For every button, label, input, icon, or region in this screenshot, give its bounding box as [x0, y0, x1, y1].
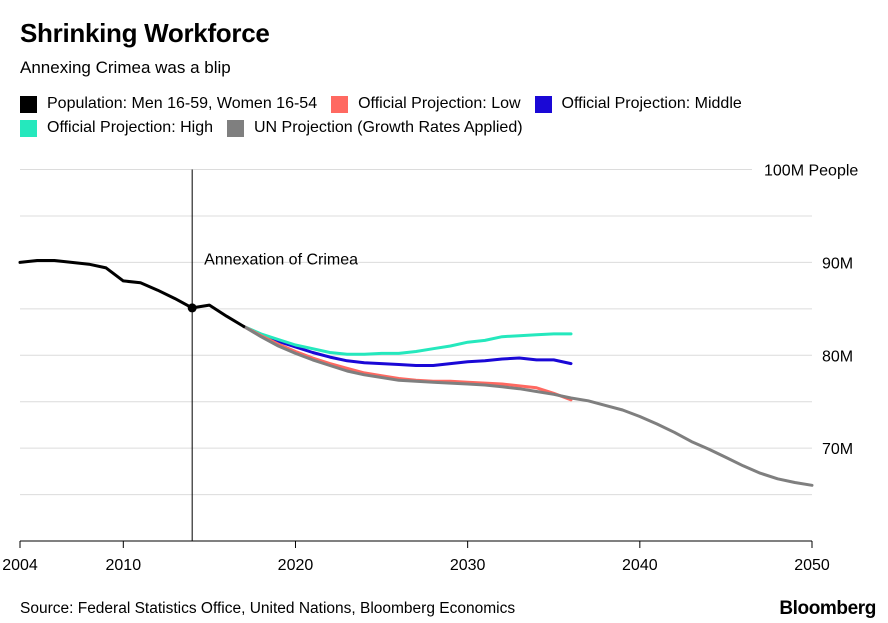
annotation-label: Annexation of Crimea	[204, 251, 358, 268]
legend-swatch-middle	[534, 95, 552, 113]
legend-label-high: Official Projection: High	[47, 119, 213, 136]
bloomberg-logo: Bloomberg	[779, 598, 876, 619]
legend-label-population: Population: Men 16-59, Women 16-54	[47, 95, 318, 112]
legend-item-un: UN Projection (Growth Rates Applied)	[227, 119, 523, 137]
y-axis-labels: 100M People 90M 80M 70M	[764, 163, 858, 459]
x-tick-label-2030: 2030	[450, 557, 486, 574]
legend-swatch-population	[20, 95, 37, 113]
legend-swatch-un	[227, 119, 244, 137]
series-line-4	[242, 325, 814, 487]
legend-row-1: Population: Men 16-59, Women 16-54 Offic…	[20, 92, 880, 116]
series-lines	[18, 259, 814, 487]
chart-title: Shrinking Workforce	[20, 18, 270, 48]
x-tick-label-2050: 2050	[794, 557, 830, 574]
x-axis: 2004 2010 2020 2030 2040 2050	[2, 540, 830, 574]
x-tick-label-2010: 2010	[106, 557, 142, 574]
legend-label-middle: Official Projection: Middle	[561, 95, 742, 112]
x-tick-label-2004: 2004	[2, 557, 38, 574]
y-tick-label-2: 80M	[822, 348, 853, 365]
gridlines	[20, 169, 812, 496]
y-tick-label-3: 70M	[822, 441, 853, 458]
y-tick-label-0: 100M People	[764, 163, 858, 180]
legend-swatch-low	[331, 95, 349, 113]
legend-item-low: Official Projection: Low	[331, 95, 521, 113]
x-tick-label-2020: 2020	[278, 557, 314, 574]
legend-label-un: UN Projection (Growth Rates Applied)	[254, 119, 523, 136]
source-note: Source: Federal Statistics Office, Unite…	[20, 600, 516, 617]
legend-item-population: Population: Men 16-59, Women 16-54	[20, 95, 317, 113]
series-line-0	[18, 259, 246, 328]
x-tick-label-2040: 2040	[622, 557, 658, 574]
y-tick-label-1: 90M	[822, 255, 853, 272]
series-line-3	[242, 325, 573, 356]
legend-row-2: Official Projection: High UN Projection …	[20, 116, 880, 140]
chart-subtitle: Annexing Crimea was a blip	[20, 58, 231, 77]
series-line-2	[242, 325, 573, 367]
legend-label-low: Official Projection: Low	[358, 95, 521, 112]
legend: Population: Men 16-59, Women 16-54 Offic…	[20, 92, 880, 140]
legend-item-middle: Official Projection: Middle	[534, 95, 742, 113]
line-chart: Annexation of Crimea 100M People 90M 80M 70…	[2, 163, 858, 575]
legend-swatch-high	[20, 119, 37, 137]
legend-item-high: Official Projection: High	[20, 119, 213, 137]
